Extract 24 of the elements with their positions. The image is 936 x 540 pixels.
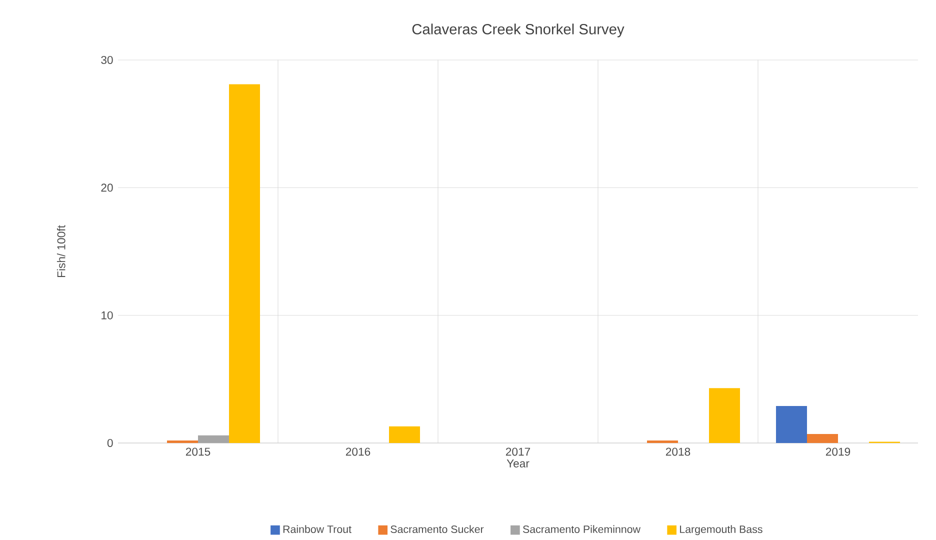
y-tick-label: 0 bbox=[107, 438, 113, 447]
bar bbox=[389, 426, 420, 443]
x-tick-label: 2015 bbox=[186, 448, 210, 456]
x-tick-label: 2019 bbox=[826, 448, 850, 456]
x-tick-label: 2017 bbox=[506, 448, 530, 456]
bar bbox=[776, 406, 807, 443]
y-tick-label: 10 bbox=[102, 311, 113, 320]
bar bbox=[708, 388, 740, 443]
bar bbox=[806, 434, 838, 443]
bar bbox=[198, 435, 230, 443]
y-axis-title: Fish/ 100ft bbox=[56, 225, 66, 277]
legend-label: Sacramento Sucker bbox=[390, 525, 484, 533]
y-tick-label: 20 bbox=[101, 184, 113, 192]
bar bbox=[647, 440, 678, 443]
y-tick-label: 30 bbox=[101, 56, 113, 64]
legend-label: Rainbow Trout bbox=[283, 525, 352, 533]
chart-title: Calaveras Creek Snorkel Survey bbox=[412, 23, 624, 38]
x-tick-label: 2016 bbox=[346, 448, 370, 456]
x-axis-title: Year bbox=[506, 459, 530, 468]
bar bbox=[229, 84, 260, 443]
bar bbox=[167, 440, 198, 443]
legend-label: Largemouth Bass bbox=[680, 525, 762, 536]
legend-label: Sacramento Pikeminnow bbox=[523, 525, 641, 533]
x-tick-label: 2018 bbox=[666, 448, 690, 456]
